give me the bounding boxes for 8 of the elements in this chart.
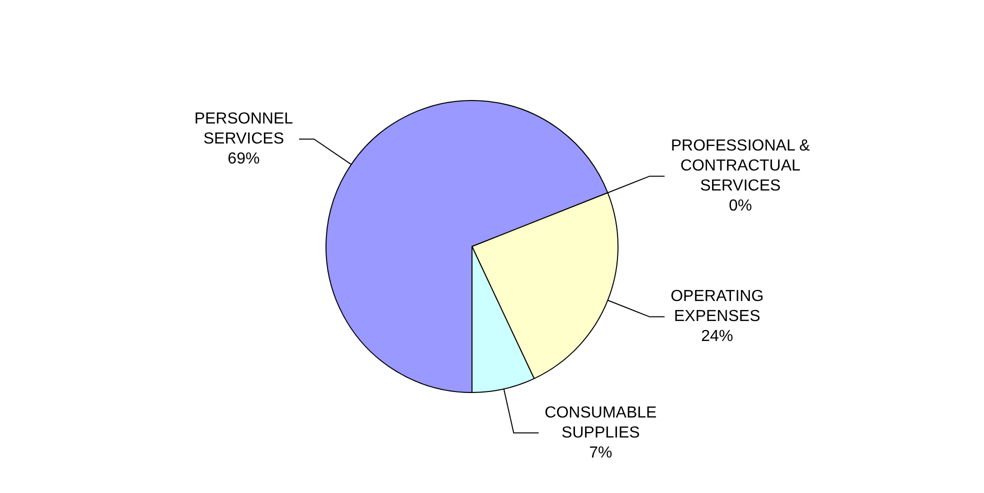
data-label: 7% <box>589 444 612 462</box>
slice-label: CONSUMABLE SUPPLIES <box>544 404 657 442</box>
slice-label: OPERATING EXPENSES <box>670 288 764 326</box>
category-label: PROFESSIONAL & CONTRACTUAL SERVICES <box>670 138 810 195</box>
slice-label: PERSONNEL SERVICES <box>194 110 294 148</box>
data-label: 24% <box>701 328 734 346</box>
text: 0% <box>728 198 752 215</box>
data-label: 69% <box>228 150 260 168</box>
